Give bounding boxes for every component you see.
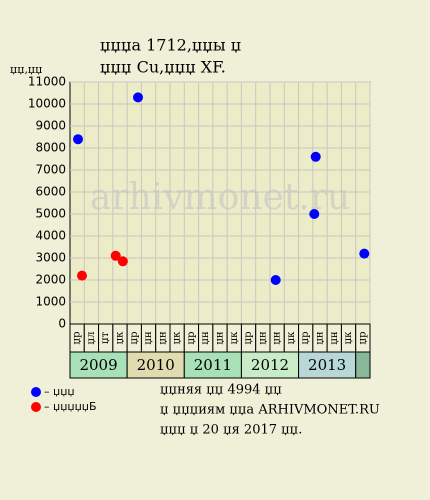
x-tick-label: џр	[186, 332, 197, 345]
year-cell	[69, 351, 128, 379]
x-tick-label: џн	[315, 331, 326, 345]
x-tick-label: џн	[257, 331, 268, 345]
year-cell	[183, 351, 242, 379]
x-tick-label: џн	[143, 331, 154, 345]
y-tick-label: 11000	[28, 75, 66, 89]
x-tick-label: џк	[343, 331, 354, 345]
x-tick-label: џр	[357, 332, 368, 345]
x-tick-label: џр	[300, 332, 311, 345]
x-tick-label: џр	[243, 332, 254, 345]
year-label: 2012	[251, 356, 289, 374]
x-tick-label: џн	[200, 331, 211, 345]
point	[359, 248, 370, 259]
x-tick-label: џн	[215, 331, 226, 345]
legend-label: – џџџџџБ	[44, 400, 97, 413]
point	[133, 92, 143, 103]
point	[117, 256, 128, 267]
x-tick-label: џр	[72, 332, 83, 345]
chart-title: џџџа 1712,џџы џ	[100, 36, 241, 55]
footer-text: џџняя џџ 4994 џџ	[160, 383, 282, 398]
year-label: 2011	[194, 356, 232, 374]
y-tick-label: 3000	[35, 251, 66, 265]
footer-text: џџџ џ 20 џя 2017 џџ.	[160, 423, 302, 438]
x-tick-label: џн	[157, 331, 168, 345]
x-tick-label: џк	[115, 331, 126, 345]
x-tick-label: џк	[172, 331, 183, 345]
year-cell	[240, 351, 300, 379]
footer-text: џ џџџиям џџа ARHIVMONET.RU	[160, 403, 380, 418]
watermark: arhivmonet.ru	[90, 177, 350, 218]
x-tick-label: џн	[329, 331, 340, 345]
y-tick-label: 9000	[35, 119, 66, 133]
x-tick-label: џн	[272, 331, 283, 345]
year-cell	[298, 351, 357, 379]
y-tick-label: 7000	[35, 163, 66, 177]
y-tick-label: 1000	[35, 295, 66, 309]
year-cell	[126, 351, 185, 379]
y-tick-label: 5000	[35, 207, 66, 221]
point	[73, 134, 83, 145]
point	[310, 151, 321, 162]
x-tick-label: џр	[129, 332, 140, 345]
year-label: 2009	[79, 356, 117, 374]
legend-label: – џџџ	[44, 385, 75, 398]
x-tick-label: џк	[286, 331, 297, 345]
point	[270, 275, 281, 285]
y-axis-label: џџ,џџ	[10, 63, 42, 76]
x-tick-label: џт	[100, 331, 111, 344]
x-tick-label: џл	[86, 332, 97, 345]
y-tick-label: 2000	[35, 273, 66, 287]
x-tick-label: џк	[229, 331, 240, 345]
y-tick-label: 6000	[35, 185, 66, 199]
y-tick-label: 0	[58, 317, 66, 331]
y-tick-label: 10000	[28, 97, 66, 111]
legend-marker	[31, 402, 41, 412]
plot-area	[69, 81, 371, 325]
y-tick-label: 4000	[35, 229, 66, 243]
point	[110, 250, 121, 261]
point	[309, 209, 320, 219]
point	[77, 270, 87, 281]
chart-title: џџџ Cu,џџџ XF.	[100, 58, 226, 77]
year-cell	[355, 351, 371, 379]
year-label: 2010	[137, 356, 175, 374]
year-label: 2013	[308, 356, 346, 374]
legend-marker	[31, 387, 41, 397]
y-tick-label: 8000	[35, 141, 66, 155]
